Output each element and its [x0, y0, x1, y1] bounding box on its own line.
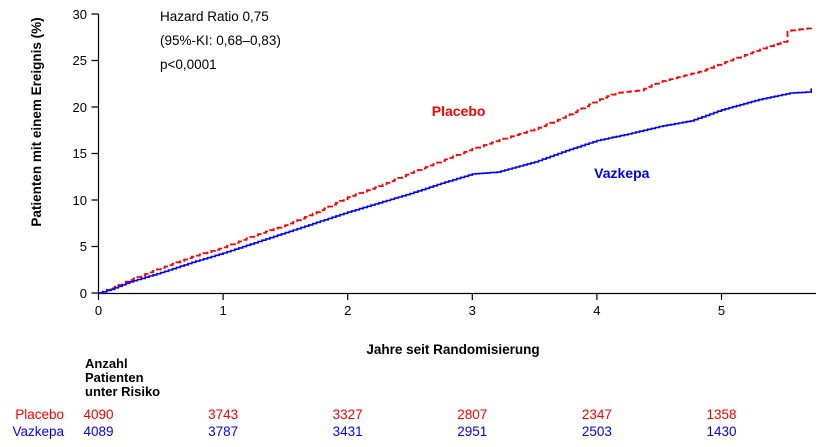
risk-value: 3743	[208, 407, 239, 422]
x-axis-title: Jahre seit Randomisierung	[366, 342, 540, 357]
risk-value: 2951	[457, 424, 488, 439]
x-tick-label: 0	[94, 303, 103, 318]
p-value-text: p<0,0001	[160, 57, 217, 72]
hazard-ratio-text: Hazard Ratio 0,75	[160, 9, 269, 24]
vazkepa-curve-label: Vazkepa	[594, 165, 650, 182]
x-tick-label: 5	[717, 303, 726, 318]
x-tick-label: 4	[593, 303, 601, 318]
risk-value: 2347	[581, 407, 612, 422]
y-tick-label: 25	[72, 53, 87, 68]
risk-value: 1430	[706, 424, 737, 439]
y-tick-label: 15	[72, 146, 87, 161]
vazkepa-curve	[98, 88, 812, 294]
risk-value: 1358	[706, 407, 737, 422]
y-tick-label: 0	[79, 285, 87, 301]
y-tick-label: 5	[79, 239, 87, 254]
confidence-interval-text: (95%-KI: 0,68–0,83)	[160, 33, 281, 48]
y-tick-label: 10	[72, 192, 87, 208]
x-tick-label: 1	[219, 303, 227, 318]
x-tick-label: 3	[468, 303, 476, 318]
risk-value: 3431	[332, 424, 363, 439]
risk-table-header: Anzahl Patienten unter Risiko	[85, 356, 161, 399]
risk-value: 3327	[332, 407, 363, 422]
stats-annotation: Hazard Ratio 0,75 (95%-KI: 0,68–0,83) p<…	[160, 5, 281, 77]
placebo-curve-label: Placebo	[431, 102, 486, 119]
risk-row-label-placebo: Placebo	[15, 407, 64, 422]
risk-value: 2807	[457, 407, 488, 422]
risk-value: 4090	[83, 407, 114, 422]
axis-ticks	[91, 13, 723, 300]
risk-row-label-vazkepa: Vazkepa	[12, 424, 64, 439]
risk-value: 2503	[581, 424, 612, 439]
placebo-curve	[98, 27, 813, 294]
y-tick-label: 20	[72, 99, 87, 115]
risk-value: 3787	[208, 424, 239, 439]
x-tick-label: 2	[344, 303, 352, 318]
risk-value: 4089	[83, 424, 114, 439]
y-axis-title: Patienten mit einem Ereignis (%)	[29, 17, 44, 227]
y-tick-label: 30	[72, 6, 87, 22]
